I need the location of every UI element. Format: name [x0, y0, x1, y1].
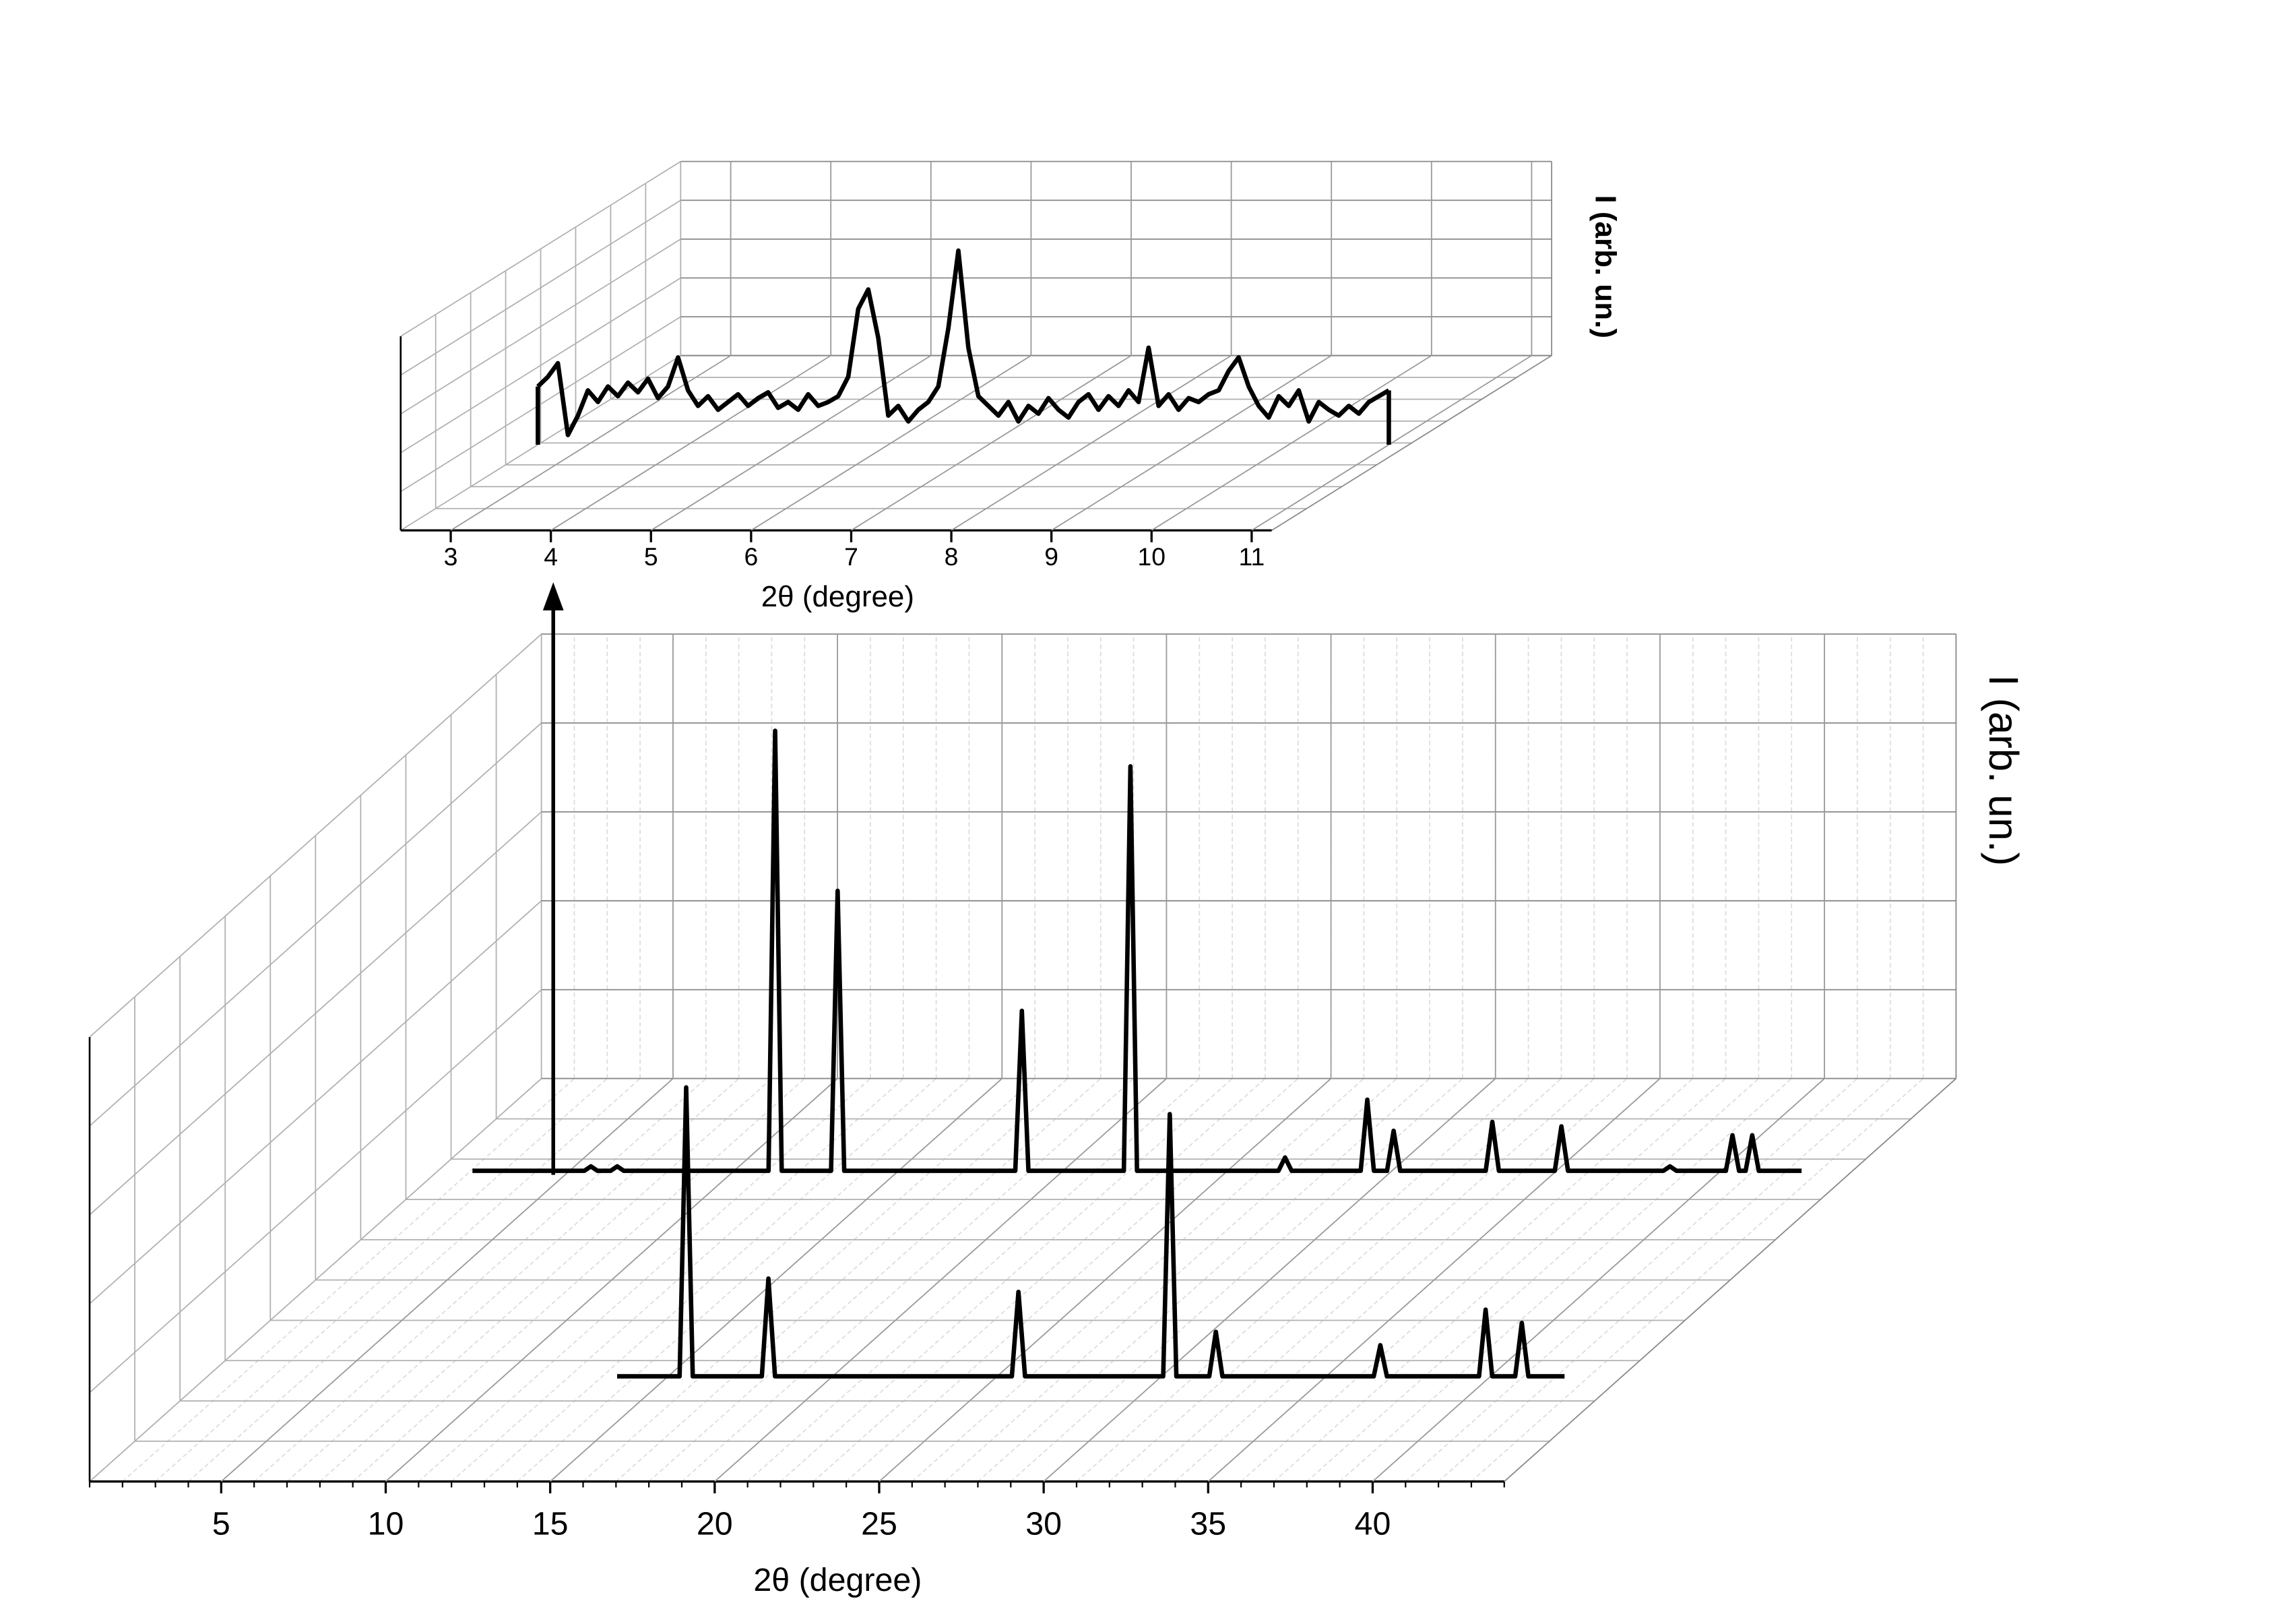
x-tick-label: 9: [1044, 542, 1058, 571]
trace: [536, 248, 1391, 437]
minor-grid: [484, 1078, 937, 1482]
arrow-head: [542, 582, 564, 610]
minor-grid: [155, 1078, 608, 1482]
wall-grid: [400, 160, 681, 337]
x-tick-label: 20: [697, 1505, 733, 1542]
wall-grid: [89, 722, 542, 1127]
x-tick-label: 10: [1137, 542, 1166, 571]
minor-grid: [1405, 1078, 1858, 1482]
x-tick-label: 4: [544, 542, 558, 571]
grid-line: [951, 354, 1232, 531]
minor-grid: [1339, 1078, 1792, 1482]
grid-line: [1043, 1078, 1496, 1482]
minor-grid: [122, 1078, 575, 1482]
wall-grid: [89, 989, 542, 1393]
trace: [616, 1085, 1565, 1379]
x-tick-label: 3: [444, 542, 458, 571]
grid-line: [879, 1078, 1332, 1482]
floor-edge: [1504, 1078, 1956, 1482]
minor-grid: [1076, 1078, 1529, 1482]
wall-grid: [400, 316, 681, 493]
x-axis-title: 2θ (degree): [761, 580, 914, 613]
grid-line: [1051, 354, 1332, 531]
minor-grid: [1010, 1078, 1463, 1482]
grid-line: [1251, 354, 1532, 531]
wall-grid: [400, 239, 681, 415]
grid-line: [385, 1078, 838, 1482]
minor-grid: [615, 1078, 1069, 1482]
x-axis-title: 2θ (degree): [753, 1562, 922, 1598]
grid-line: [550, 1078, 1002, 1482]
wall-grid: [400, 199, 681, 376]
wall-grid: [400, 354, 681, 531]
minor-grid: [319, 1078, 773, 1482]
z-axis-title: I (arb. un.): [1589, 195, 1622, 339]
x-tick-label: 25: [861, 1505, 897, 1542]
x-tick-label: 11: [1238, 542, 1265, 571]
minor-grid: [1109, 1078, 1562, 1482]
x-tick-label: 5: [644, 542, 658, 571]
minor-grid: [1142, 1078, 1595, 1482]
minor-grid: [1240, 1078, 1694, 1482]
grid-line: [850, 354, 1132, 531]
minor-grid: [1174, 1078, 1628, 1482]
minor-grid: [779, 1078, 1233, 1482]
grid-line: [751, 354, 1031, 531]
chart-panel: 5 10 15 20 25 30 35 40 2θ (degree) I (arb. un.): [88, 633, 2027, 1598]
grid-line: [550, 354, 831, 531]
minor-grid: [1273, 1078, 1727, 1482]
x-tick-label: 10: [368, 1505, 404, 1542]
grid-line: [1151, 354, 1432, 531]
minor-grid: [1438, 1078, 1891, 1482]
x-tick-label: 15: [532, 1505, 569, 1542]
minor-grid: [352, 1078, 805, 1482]
minor-grid: [945, 1078, 1397, 1482]
minor-grid: [451, 1078, 904, 1482]
minor-grid: [681, 1078, 1135, 1482]
minor-grid: [418, 1078, 871, 1482]
minor-grid: [812, 1078, 1266, 1482]
minor-grid: [517, 1078, 970, 1482]
floor-edge: [1271, 354, 1552, 531]
minor-grid: [253, 1078, 707, 1482]
wall-grid: [89, 1078, 542, 1482]
x-tick-label: 6: [744, 542, 758, 571]
z-axis-title: I (arb. un.): [1980, 674, 2027, 866]
minor-grid: [846, 1078, 1299, 1482]
minor-grid: [1306, 1078, 1759, 1482]
minor-grid: [582, 1078, 1035, 1482]
minor-grid: [286, 1078, 740, 1482]
x-tick-label: 30: [1025, 1505, 1062, 1542]
x-tick-label: 40: [1355, 1505, 1391, 1542]
wall-grid: [89, 811, 542, 1216]
wall-grid: [89, 900, 542, 1305]
wall-grid: [89, 633, 542, 1038]
trace: [472, 728, 1802, 1173]
minor-grid: [187, 1078, 641, 1482]
grid-line: [1207, 1078, 1661, 1482]
x-tick-label: 8: [945, 542, 959, 571]
minor-grid: [977, 1078, 1430, 1482]
minor-grid: [1471, 1078, 1924, 1482]
minor-grid: [912, 1078, 1365, 1482]
chart-panel: 3 4 5 6 7 8 9 10 11 2θ (degree) I (arb. un.): [400, 160, 1622, 613]
x-tick-label: 5: [212, 1505, 230, 1542]
grid-line: [220, 1078, 674, 1482]
wall-grid: [400, 277, 681, 453]
grid-line: [714, 1078, 1168, 1482]
x-tick-label: 35: [1190, 1505, 1226, 1542]
x-tick-label: 7: [844, 542, 858, 571]
